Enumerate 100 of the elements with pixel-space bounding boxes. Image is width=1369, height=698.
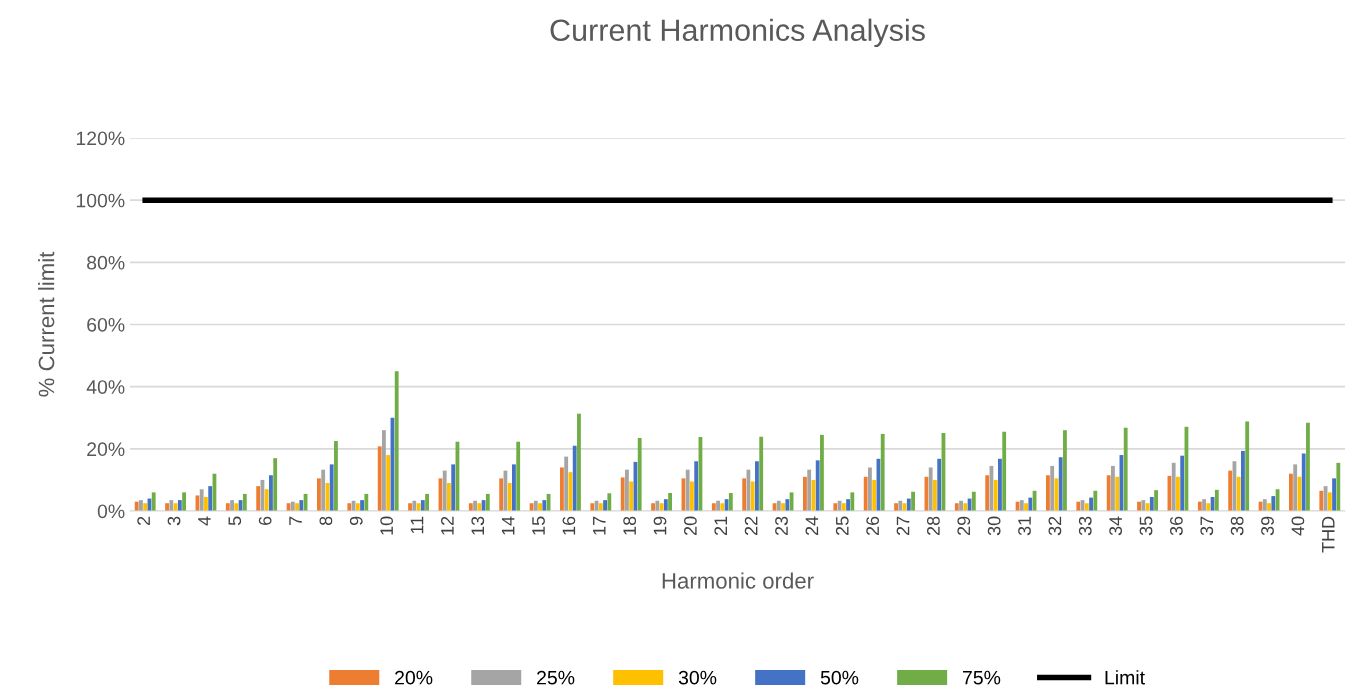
- bar: [468, 503, 473, 511]
- bar: [651, 503, 655, 511]
- bar: [516, 441, 521, 511]
- bar: [485, 493, 490, 511]
- bar: [264, 489, 269, 511]
- x-tick-label: 4: [198, 516, 211, 526]
- bar: [655, 500, 660, 511]
- bar: [542, 500, 547, 511]
- bar: [321, 469, 326, 511]
- bar: [394, 371, 399, 511]
- x-tick-label: 33: [1078, 516, 1092, 536]
- x-tick-label: THD: [1322, 516, 1335, 553]
- x-tick-label: 29: [957, 516, 971, 536]
- bar: [1289, 473, 1293, 511]
- bar: [1336, 462, 1341, 511]
- legend-label: 75%: [963, 670, 1001, 685]
- x-tick-label: 39: [1261, 516, 1274, 536]
- x-tick-label: 24: [805, 516, 819, 536]
- bar: [1293, 464, 1298, 511]
- bar: [512, 464, 516, 511]
- bar: [985, 475, 990, 511]
- x-tick-label: 30: [987, 516, 1001, 536]
- bar: [759, 436, 764, 511]
- bar: [572, 445, 577, 511]
- bar: [742, 478, 747, 511]
- bar: [447, 483, 451, 511]
- x-tick-label: 10: [380, 516, 394, 535]
- bar: [1050, 465, 1055, 511]
- bar: [750, 481, 755, 511]
- x-tick-label: 19: [653, 516, 667, 535]
- bar: [256, 486, 261, 511]
- bar: [408, 503, 412, 511]
- x-tick-label: 32: [1048, 516, 1062, 536]
- x-tick-label: 31: [1018, 516, 1031, 536]
- bar: [928, 467, 933, 511]
- bar: [959, 500, 963, 511]
- x-tick-label: 16: [562, 516, 576, 535]
- y-tick-label: 60%: [87, 317, 125, 332]
- bar: [364, 493, 369, 511]
- bar: [299, 500, 304, 511]
- y-tick-label: 100%: [76, 193, 125, 208]
- bar: [1262, 499, 1267, 511]
- bar: [204, 497, 208, 511]
- x-tick-label: 15: [532, 516, 545, 535]
- bar: [1271, 496, 1276, 511]
- x-tick-label: 28: [927, 516, 940, 536]
- bar: [668, 492, 672, 511]
- legend-label: 30%: [678, 670, 717, 685]
- bar: [1046, 475, 1050, 511]
- x-tick-label: 26: [866, 516, 880, 536]
- bar: [273, 458, 278, 511]
- y-tick-label: 80%: [87, 255, 125, 270]
- bar: [690, 481, 694, 511]
- bar: [1214, 489, 1219, 511]
- x-tick-label: 17: [593, 516, 606, 535]
- bar: [1024, 503, 1028, 511]
- bar: [694, 461, 699, 511]
- bar: [785, 499, 790, 511]
- x-tick-label: 22: [744, 516, 758, 536]
- bar: [815, 460, 820, 511]
- bar: [716, 500, 720, 511]
- bar: [560, 467, 564, 511]
- bar: [820, 434, 824, 511]
- bar: [1228, 470, 1233, 511]
- bar: [538, 503, 542, 511]
- bar: [577, 413, 581, 511]
- bar: [993, 479, 998, 511]
- legend-label: 25%: [537, 670, 575, 685]
- bar: [208, 486, 213, 511]
- bar: [663, 499, 668, 511]
- bar: [1019, 500, 1024, 511]
- bar: [863, 476, 868, 511]
- x-tick-label: 9: [349, 516, 363, 526]
- x-tick-label: 36: [1170, 516, 1183, 536]
- bar: [329, 464, 334, 511]
- legend-label: 20%: [395, 670, 433, 685]
- bar: [625, 469, 629, 511]
- bar: [139, 500, 143, 511]
- x-axis-title: Harmonic order: [662, 572, 814, 589]
- bar: [1180, 455, 1185, 511]
- x-tick-label: 11: [410, 516, 424, 534]
- bar: [711, 503, 716, 511]
- bar: [1154, 490, 1158, 511]
- bar: [880, 433, 885, 511]
- bar: [1176, 476, 1180, 511]
- bar: [1202, 499, 1206, 511]
- bar: [1171, 462, 1176, 511]
- bar: [234, 503, 239, 511]
- x-tick-label: 13: [471, 516, 485, 535]
- bar: [1306, 422, 1310, 511]
- chart-title: Current Harmonics Analysis: [550, 18, 925, 48]
- bar: [230, 500, 234, 511]
- bar: [165, 503, 169, 511]
- bar: [933, 479, 937, 511]
- y-tick-label: 20%: [87, 442, 125, 457]
- bar: [1111, 465, 1115, 511]
- bar: [1093, 490, 1098, 511]
- bar: [598, 503, 603, 511]
- bar: [347, 503, 352, 511]
- y-tick-label: 0%: [97, 504, 125, 519]
